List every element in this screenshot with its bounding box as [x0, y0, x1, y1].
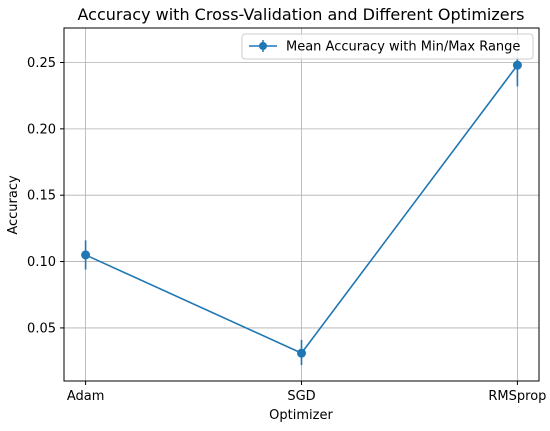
series-layer [81, 57, 522, 366]
x-axis-ticks: Adam SGD RMSprop [67, 381, 546, 404]
y-tick-label: 0.10 [27, 255, 56, 270]
y-tick-label: 0.20 [27, 122, 56, 137]
legend: Mean Accuracy with Min/Max Range [241, 33, 534, 60]
y-tick-label: 0.15 [27, 189, 56, 204]
legend-box [241, 33, 534, 60]
legend-series-label: Mean Accuracy with Min/Max Range [286, 40, 520, 55]
y-tick-label: 0.25 [27, 56, 56, 71]
x-axis-label: Optimizer [269, 408, 333, 423]
grid-lines [64, 28, 539, 381]
x-tick-label: RMSprop [488, 389, 546, 404]
data-point [297, 348, 306, 358]
y-axis-label: Accuracy [6, 175, 21, 235]
y-axis-ticks: 0.05 0.10 0.15 0.20 0.25 [27, 56, 64, 336]
x-tick-label: Adam [67, 389, 105, 404]
y-tick-label: 0.05 [27, 321, 56, 336]
chart-title: Accuracy with Cross-Validation and Diffe… [78, 5, 525, 24]
x-tick-label: SGD [287, 389, 315, 404]
data-point [81, 250, 91, 260]
data-point [512, 60, 522, 70]
legend-series-marker [259, 42, 267, 50]
